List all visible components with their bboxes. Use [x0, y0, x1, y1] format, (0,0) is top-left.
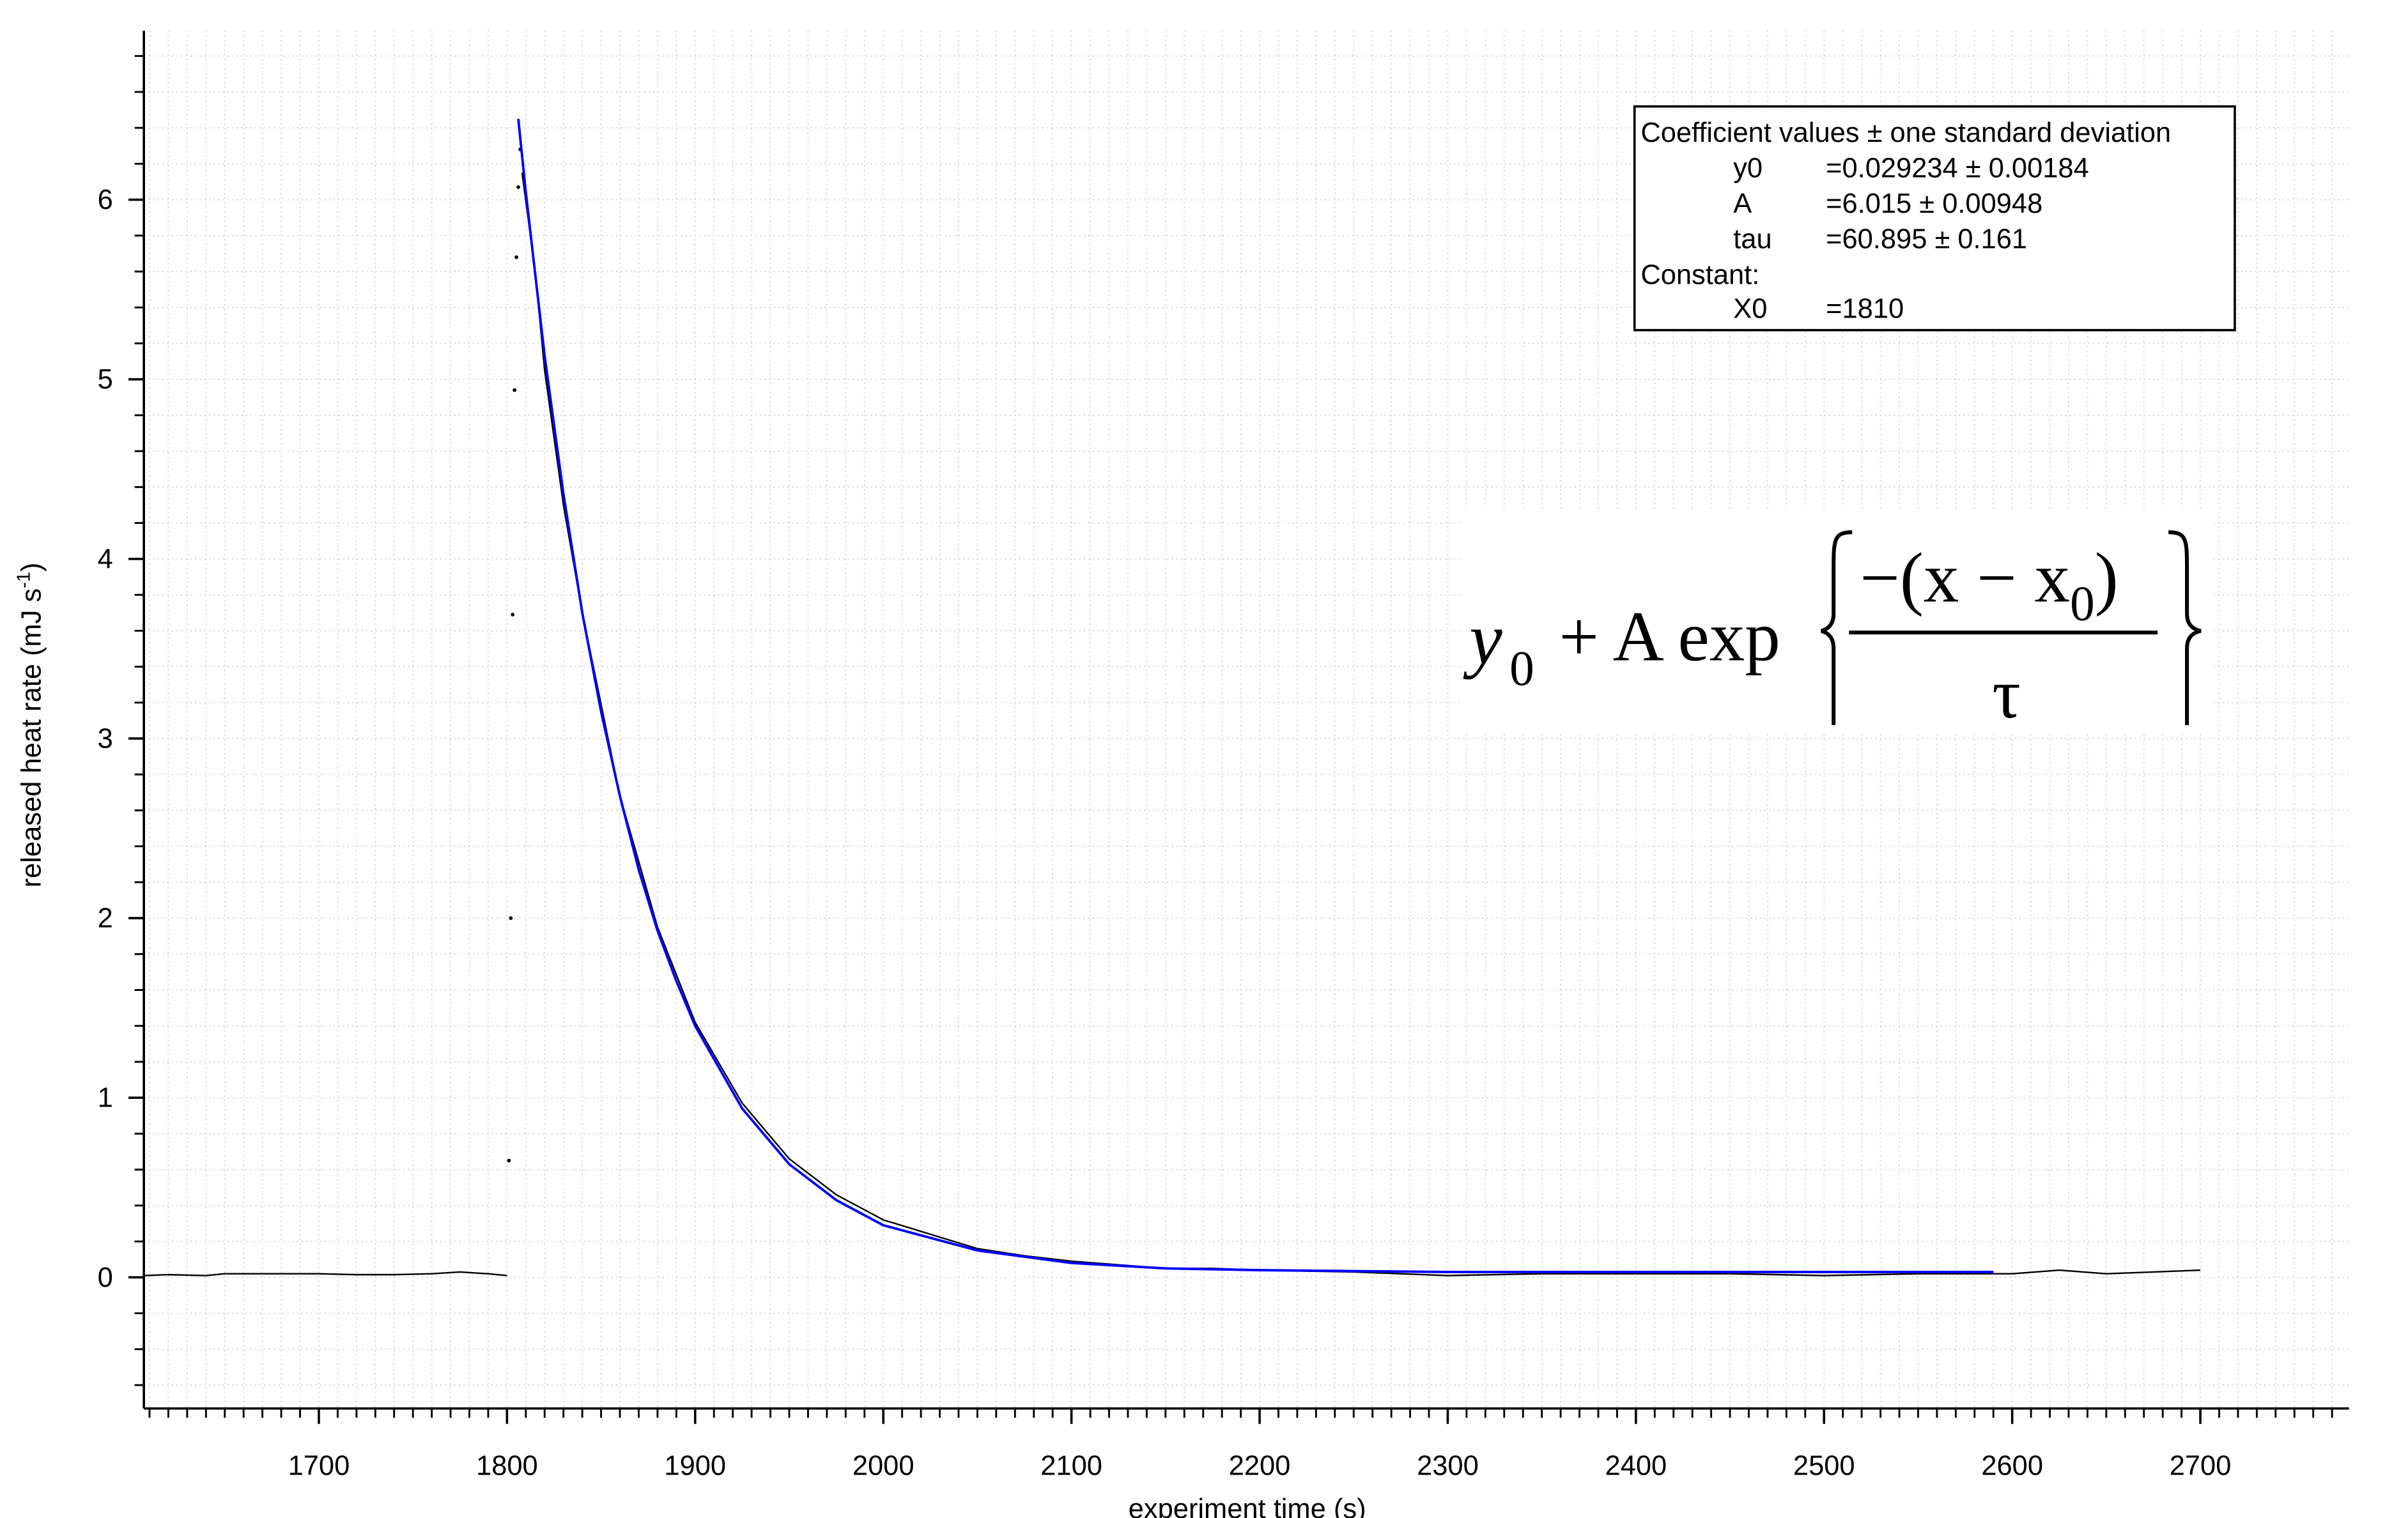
y-axis-label: released heat rate (mJ s-1) — [13, 562, 47, 887]
y-axis-label-close: ) — [16, 562, 47, 571]
annotation-title: Coefficient values ± one standard deviat… — [1640, 118, 2171, 148]
y-tick-label: 6 — [98, 185, 113, 215]
y-tick-label: 0 — [98, 1262, 113, 1293]
y-axis-label-sup: -1 — [13, 572, 34, 588]
x-tick-label: 2500 — [1793, 1450, 1855, 1481]
x-tick-label: 2400 — [1605, 1450, 1667, 1481]
x-tick-label: 1900 — [664, 1450, 726, 1481]
data-point — [507, 1158, 511, 1163]
coef-name: tau — [1733, 224, 1771, 255]
y-tick-label: 5 — [98, 364, 113, 395]
formula-left-brace — [1820, 530, 1853, 725]
formula: y 0 + A exp −(x − x0) τ — [1463, 509, 2211, 733]
formula-num-text: −(x − x — [1860, 539, 2070, 618]
data-point — [513, 388, 517, 392]
annotation-frame — [1633, 105, 2236, 332]
annotation-rows: y0 =0.029234 ± 0.00184 A =6.015 ± 0.00948 ta… — [1733, 153, 2089, 325]
plot-area — [144, 118, 2201, 1276]
x-tick-label: 1800 — [476, 1450, 538, 1481]
x-tick-label: 1700 — [288, 1450, 350, 1481]
y-tick-label: 4 — [98, 544, 113, 574]
coef-name: y0 — [1733, 153, 1763, 184]
grid — [144, 31, 2349, 1409]
data-point — [509, 916, 513, 920]
y-tick-label: 3 — [98, 723, 113, 754]
formula-background — [1463, 509, 2211, 733]
formula-numerator: −(x − x0) — [1860, 539, 2118, 631]
x-tick-label: 2300 — [1417, 1450, 1479, 1481]
coef-value: =60.895 ± 0.161 — [1826, 224, 2027, 255]
annotation-constant-label: Constant: — [1640, 259, 1759, 290]
data-point — [511, 613, 515, 617]
data-point — [516, 185, 520, 189]
formula-num-sub: 0 — [2070, 576, 2095, 631]
coef-name: X0 — [1733, 293, 1767, 324]
x-tick-label: 2000 — [853, 1450, 915, 1481]
formula-denominator: τ — [1992, 655, 2021, 733]
coef-value: =1810 — [1826, 293, 1904, 324]
fit-line — [517, 118, 1994, 1273]
formula-right-brace — [2168, 530, 2202, 725]
data-line — [144, 1271, 507, 1276]
x-axis-label: experiment time (s) — [1129, 1494, 1366, 1518]
formula-mid: + A exp — [1559, 597, 1780, 676]
y-tick-label: 2 — [98, 903, 113, 934]
y-tick-label: 1 — [98, 1083, 113, 1114]
coef-value: =0.029234 ± 0.00184 — [1826, 153, 2089, 184]
data-point — [514, 255, 518, 259]
x-tick-label: 2200 — [1229, 1450, 1291, 1481]
x-tick-label: 2100 — [1040, 1450, 1102, 1481]
formula-y: y — [1463, 598, 1502, 680]
y-axis-label-text: released heat rate (mJ s — [16, 588, 47, 888]
formula-y-sub: 0 — [1509, 641, 1534, 696]
x-tick-label: 2700 — [2170, 1450, 2232, 1481]
annotation-box: Coefficient values ± one standard deviat… — [1633, 105, 2236, 332]
formula-num-close: ) — [2095, 539, 2119, 618]
coef-name: A — [1733, 188, 1752, 219]
coef-value: =6.015 ± 0.00948 — [1826, 188, 2042, 219]
x-tick-label: 2600 — [1981, 1450, 2043, 1481]
